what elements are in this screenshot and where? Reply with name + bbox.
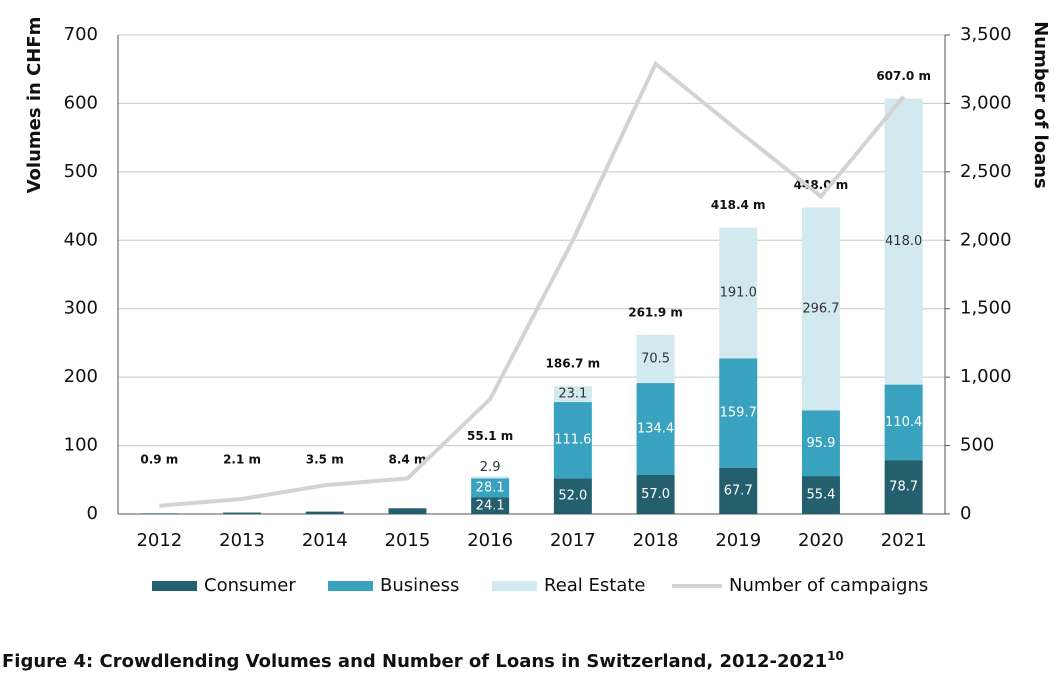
y2-tick-label: 3,500 xyxy=(960,24,1012,45)
total-label: 2.1 m xyxy=(223,453,261,467)
segment-label: 159.7 xyxy=(720,406,757,421)
segment-label: 78.7 xyxy=(889,480,918,495)
x-tick-label: 2020 xyxy=(798,530,844,551)
y-tick-label: 400 xyxy=(64,229,98,250)
bar-segment xyxy=(801,410,840,477)
y-tick-label: 700 xyxy=(64,24,98,45)
bar-segment xyxy=(388,508,427,514)
y2-tick-label: 3,000 xyxy=(960,92,1012,113)
bar-segment xyxy=(719,467,758,514)
legend-label: Real Estate xyxy=(544,575,646,596)
y-tick-label: 300 xyxy=(64,298,98,319)
y2-tick-label: 2,000 xyxy=(960,229,1012,250)
bar-segment xyxy=(471,478,510,498)
y2-tick-label: 500 xyxy=(960,435,994,456)
caption: Figure 4: Crowdlending Volumes and Numbe… xyxy=(2,649,844,673)
segment-label: 191.0 xyxy=(720,286,757,301)
bar-segment xyxy=(471,476,510,479)
segment-label: 111.6 xyxy=(554,433,591,448)
y-tick-label: 600 xyxy=(64,92,98,113)
y-axis-label: Volumes in CHFm xyxy=(24,17,45,194)
segment-label: 28.1 xyxy=(476,480,505,495)
bar-segment xyxy=(636,334,675,384)
line-series xyxy=(159,60,906,508)
segment-label: 2.9 xyxy=(480,460,501,475)
bar-segment xyxy=(719,227,758,359)
bar-segment xyxy=(801,476,840,514)
bar-segment xyxy=(801,207,840,411)
segment-label: 55.4 xyxy=(806,488,835,503)
segment-label: 418.0 xyxy=(885,234,922,249)
x-tick-label: 2021 xyxy=(881,530,927,551)
x-tick-label: 2019 xyxy=(715,530,761,551)
legend-label: Number of campaigns xyxy=(729,575,928,596)
x-tick-label: 2013 xyxy=(219,530,265,551)
bar-segment xyxy=(140,513,179,514)
caption-text: Figure 4: Crowdlending Volumes and Numbe… xyxy=(2,651,827,672)
bar-segment xyxy=(636,474,675,514)
total-label: 0.9 m xyxy=(140,453,178,467)
legend-swatch xyxy=(152,581,197,591)
total-label: 3.5 m xyxy=(306,453,344,467)
y2-tick-label: 2,500 xyxy=(960,161,1012,182)
total-label: 8.4 m xyxy=(388,453,426,467)
y-tick-label: 0 xyxy=(87,503,98,524)
x-tick-label: 2017 xyxy=(550,530,596,551)
total-label: 607.0 m xyxy=(876,69,931,83)
bar-segment xyxy=(223,512,262,514)
legend-swatch xyxy=(328,581,373,591)
x-tick-label: 2018 xyxy=(633,530,679,551)
y-tick-label: 200 xyxy=(64,366,98,387)
bar-segment xyxy=(305,511,344,514)
legend-label: Consumer xyxy=(204,575,296,596)
bar-segment xyxy=(553,402,592,479)
x-tick-label: 2015 xyxy=(385,530,431,551)
total-label: 186.7 m xyxy=(546,357,601,371)
legend-swatch xyxy=(492,581,537,591)
x-tick-label: 2016 xyxy=(467,530,513,551)
y-tick-label: 500 xyxy=(64,161,98,182)
y-tick-label: 100 xyxy=(64,435,98,456)
x-tick-label: 2012 xyxy=(136,530,182,551)
y2-axis-label: Number of loans xyxy=(1030,21,1051,189)
segment-label: 70.5 xyxy=(641,351,670,366)
segment-label: 23.1 xyxy=(558,387,587,402)
bar-segment xyxy=(471,497,510,514)
y2-tick-label: 0 xyxy=(960,503,971,524)
bar-segment xyxy=(884,460,923,514)
bar-segment xyxy=(719,358,758,468)
bar-segment xyxy=(884,384,923,461)
segment-label: 24.1 xyxy=(476,498,505,513)
total-label: 55.1 m xyxy=(467,429,513,443)
segment-label: 95.9 xyxy=(806,436,835,451)
segment-label: 57.0 xyxy=(641,487,670,502)
bar-segment xyxy=(553,478,592,514)
bar-segment xyxy=(884,98,923,385)
segment-label: 110.4 xyxy=(885,415,922,430)
caption-note: 10 xyxy=(827,649,844,663)
total-label: 261.9 m xyxy=(628,305,683,319)
legend-label: Business xyxy=(380,575,459,596)
x-tick-label: 2014 xyxy=(302,530,348,551)
segment-label: 52.0 xyxy=(558,489,587,504)
segment-label: 67.7 xyxy=(724,483,753,498)
total-label: 418.4 m xyxy=(711,198,766,212)
bar-segment xyxy=(553,386,592,403)
segment-label: 296.7 xyxy=(802,301,839,316)
y2-tick-label: 1,000 xyxy=(960,366,1012,387)
segment-label: 134.4 xyxy=(637,422,674,437)
y2-tick-label: 1,500 xyxy=(960,298,1012,319)
bar-segment xyxy=(636,383,675,475)
